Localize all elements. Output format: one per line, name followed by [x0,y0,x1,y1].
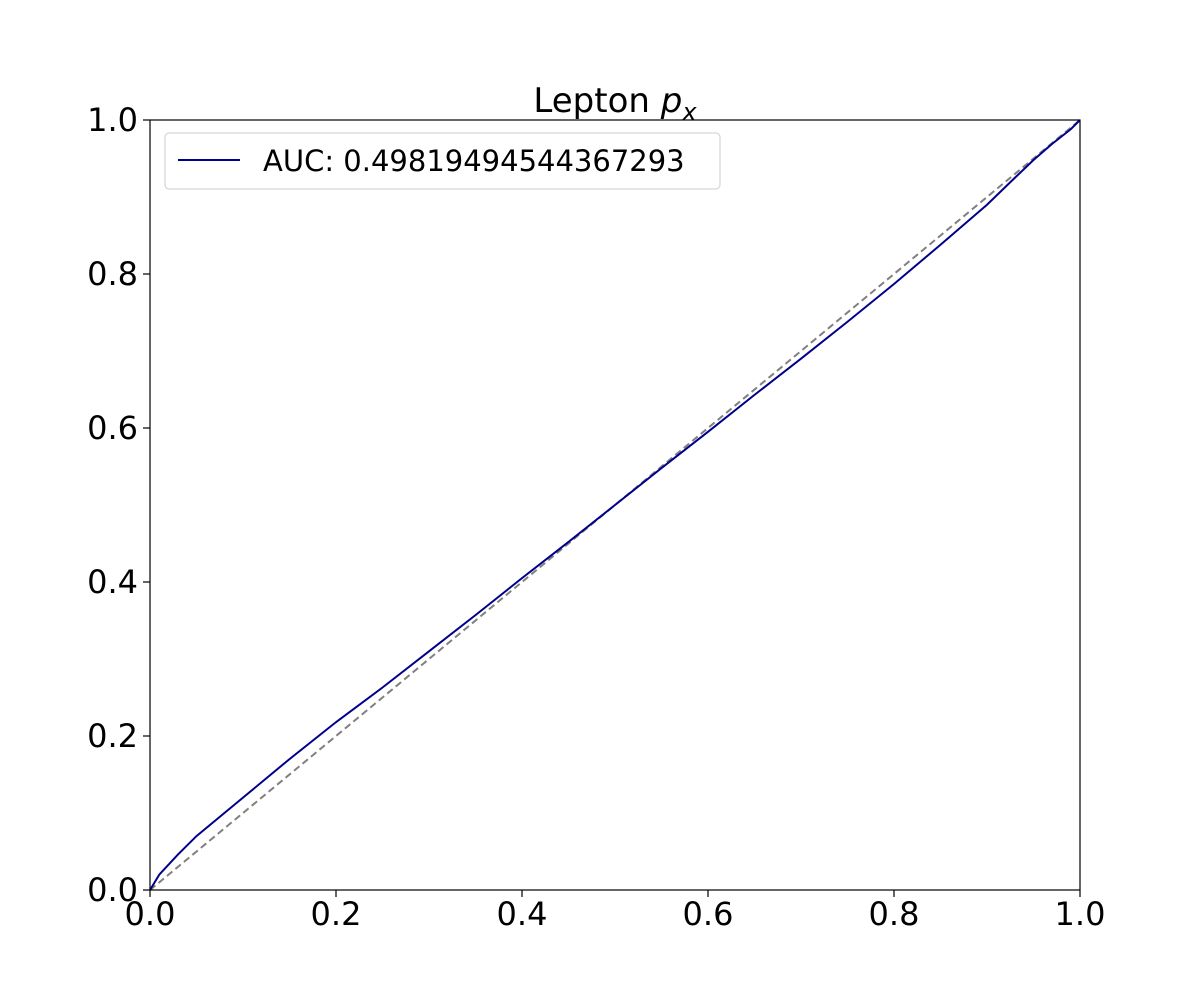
x-tick-label: 0.4 [497,895,548,933]
legend-box [164,132,721,190]
x-tick-label: 0.6 [683,895,734,933]
x-tick-label: 0.8 [869,895,920,933]
roc-curve-line [149,119,1081,891]
legend-label-auc: AUC: 0.49819494544367293 [263,144,685,178]
y-tick-label: 0.8 [87,255,138,293]
y-tick-label: 0.0 [87,871,138,909]
y-tick-label: 1.0 [87,101,138,139]
axis-ticks: 0.0 0.2 0.4 0.6 0.8 1.0 0.0 0.2 0.4 0.6 0.8 1.0 [87,101,1105,933]
reference-diagonal-line [149,119,1081,891]
axes-frame [149,119,1081,891]
legend: AUC: 0.49819494544367293 [164,132,721,190]
x-tick-label: 0.2 [311,895,362,933]
x-tick-label: 1.0 [1055,895,1106,933]
x-tick-label: 0.0 [125,895,176,933]
y-tick-label: 0.6 [87,409,138,447]
plot-area [149,119,1081,891]
chart-title: Lepton px [533,81,697,126]
y-tick-label: 0.4 [87,563,138,601]
y-tick-label: 0.2 [87,717,138,755]
